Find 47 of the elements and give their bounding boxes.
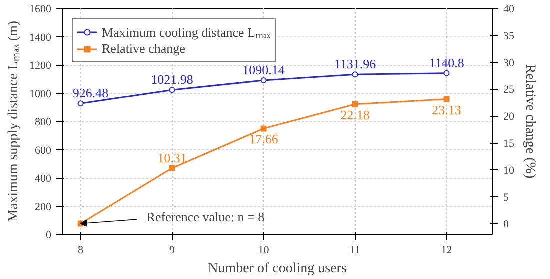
point: [169, 87, 176, 94]
x-tick-label: 11: [350, 244, 361, 256]
data-label: 1090.14: [242, 62, 286, 78]
y-tick-label: 800: [35, 116, 52, 128]
point: [260, 126, 267, 132]
y-tick-label: 1000: [30, 88, 52, 100]
data-label: 926.48: [72, 86, 109, 101]
data-label: 17.66: [249, 132, 279, 147]
data-label: 23.13: [432, 102, 462, 118]
y-tick-label: 1400: [30, 32, 52, 44]
y2-tick-label: 35: [504, 30, 515, 42]
y-tick-label: 600: [35, 144, 52, 157]
point: [444, 96, 450, 102]
y2-axis-title: Relative change (%): [522, 64, 538, 179]
point: [169, 165, 176, 172]
annotation: Reference value: n = 8: [146, 209, 265, 224]
data-label: 1021.98: [151, 72, 194, 88]
x-tick-label: 9: [170, 244, 176, 256]
data-label: 1140.8: [429, 55, 464, 70]
y-tick-label: 0: [46, 230, 52, 242]
point: [260, 78, 267, 84]
y-tick-label: 400: [35, 173, 52, 185]
point: [352, 101, 358, 108]
y2-tick-label: 10: [504, 164, 515, 177]
x-tick-label: 12: [441, 244, 452, 256]
point: [78, 100, 84, 107]
data-label: 10.31: [158, 150, 187, 166]
x-tick-label: 10: [258, 244, 270, 256]
data-label: 1131.96: [334, 56, 377, 72]
point: [444, 70, 450, 76]
y2-tick-label: 25: [504, 84, 515, 96]
x-axis-title: Number of cooling users: [208, 262, 347, 276]
y2-tick-label: 0: [504, 218, 510, 231]
y2-tick-label: 20: [504, 111, 515, 124]
point: [352, 72, 358, 78]
data-label: 22.18: [340, 107, 370, 122]
x-tick-label: 8: [78, 244, 84, 256]
y-tick-label: 200: [35, 201, 52, 214]
y2-tick-label: 40: [504, 4, 515, 16]
y-tick-label: 1200: [30, 60, 52, 72]
y-axis-title: Maximum supply distance Lₘₐₓ (m): [6, 20, 22, 222]
y2-tick-label: 15: [504, 138, 515, 150]
y-tick-label: 1600: [30, 4, 52, 16]
y2-tick-label: 5: [504, 192, 510, 204]
legend-label: Maximum cooling distance Lₘₐₓ: [102, 24, 271, 41]
y2-tick-label: 30: [504, 57, 515, 70]
legend-label: Relative change: [102, 41, 186, 57]
